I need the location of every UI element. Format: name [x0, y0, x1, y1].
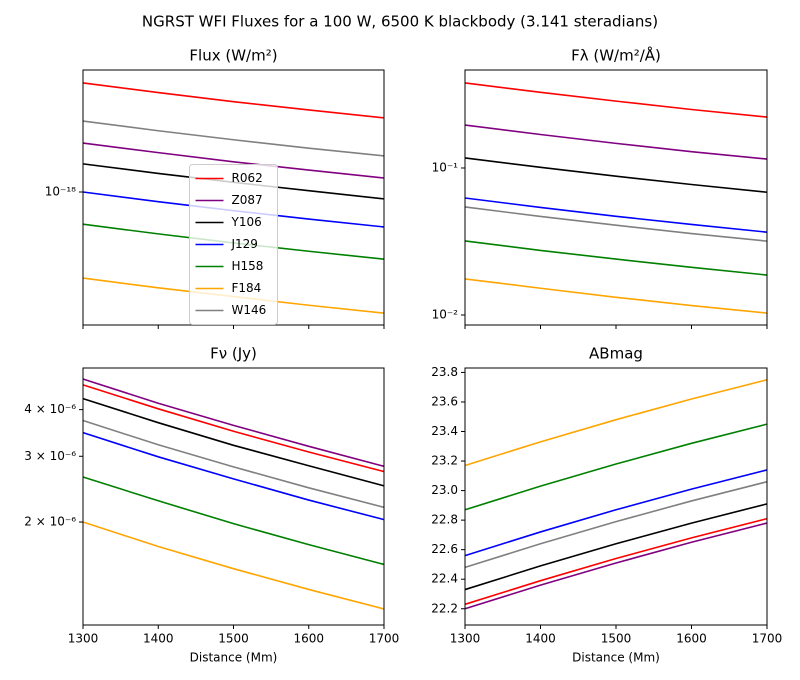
series-line: [464, 157, 768, 194]
series-line: [82, 397, 385, 487]
series-line: [464, 469, 768, 557]
y-tick-label: 23.6: [431, 394, 458, 408]
x-tick-label: 1400: [143, 632, 174, 646]
series-line: [464, 124, 768, 160]
legend-label: F184: [232, 281, 262, 295]
figure-title: NGRST WFI Fluxes for a 100 W, 6500 K bla…: [142, 13, 658, 31]
series-line: [464, 423, 768, 511]
x-tick-label: 1500: [218, 632, 249, 646]
y-tick-label: 10⁻¹⁸: [45, 185, 76, 199]
series-line: [82, 476, 385, 566]
x-tick-label: 1300: [68, 632, 99, 646]
x-tick-label: 1600: [293, 632, 324, 646]
series-line: [82, 82, 385, 119]
series-line: [464, 278, 768, 314]
series-line: [464, 240, 768, 276]
series-line: [464, 379, 768, 467]
panel-title: Fν (Jy): [210, 345, 257, 363]
y-tick-label: 22.2: [431, 601, 458, 615]
panel-title: Flux (W/m²): [189, 47, 277, 65]
x-tick-label: 1500: [601, 632, 632, 646]
x-tick-label: 1300: [450, 632, 481, 646]
y-tick-label: 22.4: [431, 572, 458, 586]
series-line: [464, 206, 768, 242]
series-line: [82, 142, 385, 179]
series-line: [464, 197, 768, 233]
series-line: [464, 503, 768, 591]
plot-frame: [464, 367, 768, 626]
series-line: [82, 419, 385, 509]
y-tick-label: 2 × 10⁻⁶: [24, 515, 76, 529]
x-tick-label: 1700: [752, 632, 783, 646]
panel-title: ABmag: [589, 345, 643, 363]
x-axis-label: Distance (Mm): [572, 651, 660, 665]
series-line: [464, 522, 768, 610]
legend-label: Y106: [231, 215, 262, 229]
series-line: [82, 521, 385, 610]
legend-label: W146: [232, 303, 267, 317]
x-tick-label: 1700: [369, 632, 400, 646]
y-tick-label: 23.2: [431, 454, 458, 468]
series-line: [82, 431, 385, 521]
plot-frame: [464, 69, 768, 326]
x-tick-label: 1400: [525, 632, 556, 646]
y-tick-label: 23.8: [431, 365, 458, 379]
y-tick-label: 22.8: [431, 513, 458, 527]
x-tick-label: 1600: [676, 632, 707, 646]
legend-label: R062: [232, 171, 263, 185]
legend-box: [189, 164, 278, 325]
y-tick-label: 10⁻²: [432, 307, 459, 321]
series-line: [82, 384, 385, 473]
legend-label: Z087: [232, 193, 263, 207]
y-tick-label: 10⁻¹: [432, 160, 459, 174]
series-line: [82, 378, 385, 468]
series-line: [464, 82, 768, 118]
series-line: [464, 480, 768, 569]
x-axis-label: Distance (Mm): [190, 651, 278, 665]
y-tick-label: 23.4: [431, 424, 458, 438]
legend-label: J129: [231, 237, 258, 251]
y-tick-label: 22.6: [431, 542, 458, 556]
panel-title: Fλ (W/m²/Å): [571, 46, 661, 65]
y-tick-label: 4 × 10⁻⁶: [24, 402, 76, 416]
y-tick-label: 3 × 10⁻⁶: [24, 449, 76, 463]
series-line: [464, 517, 768, 606]
legend-label: H158: [232, 259, 264, 273]
series-line: [82, 120, 385, 157]
plot-frame: [82, 367, 385, 626]
y-tick-label: 23.0: [431, 483, 458, 497]
